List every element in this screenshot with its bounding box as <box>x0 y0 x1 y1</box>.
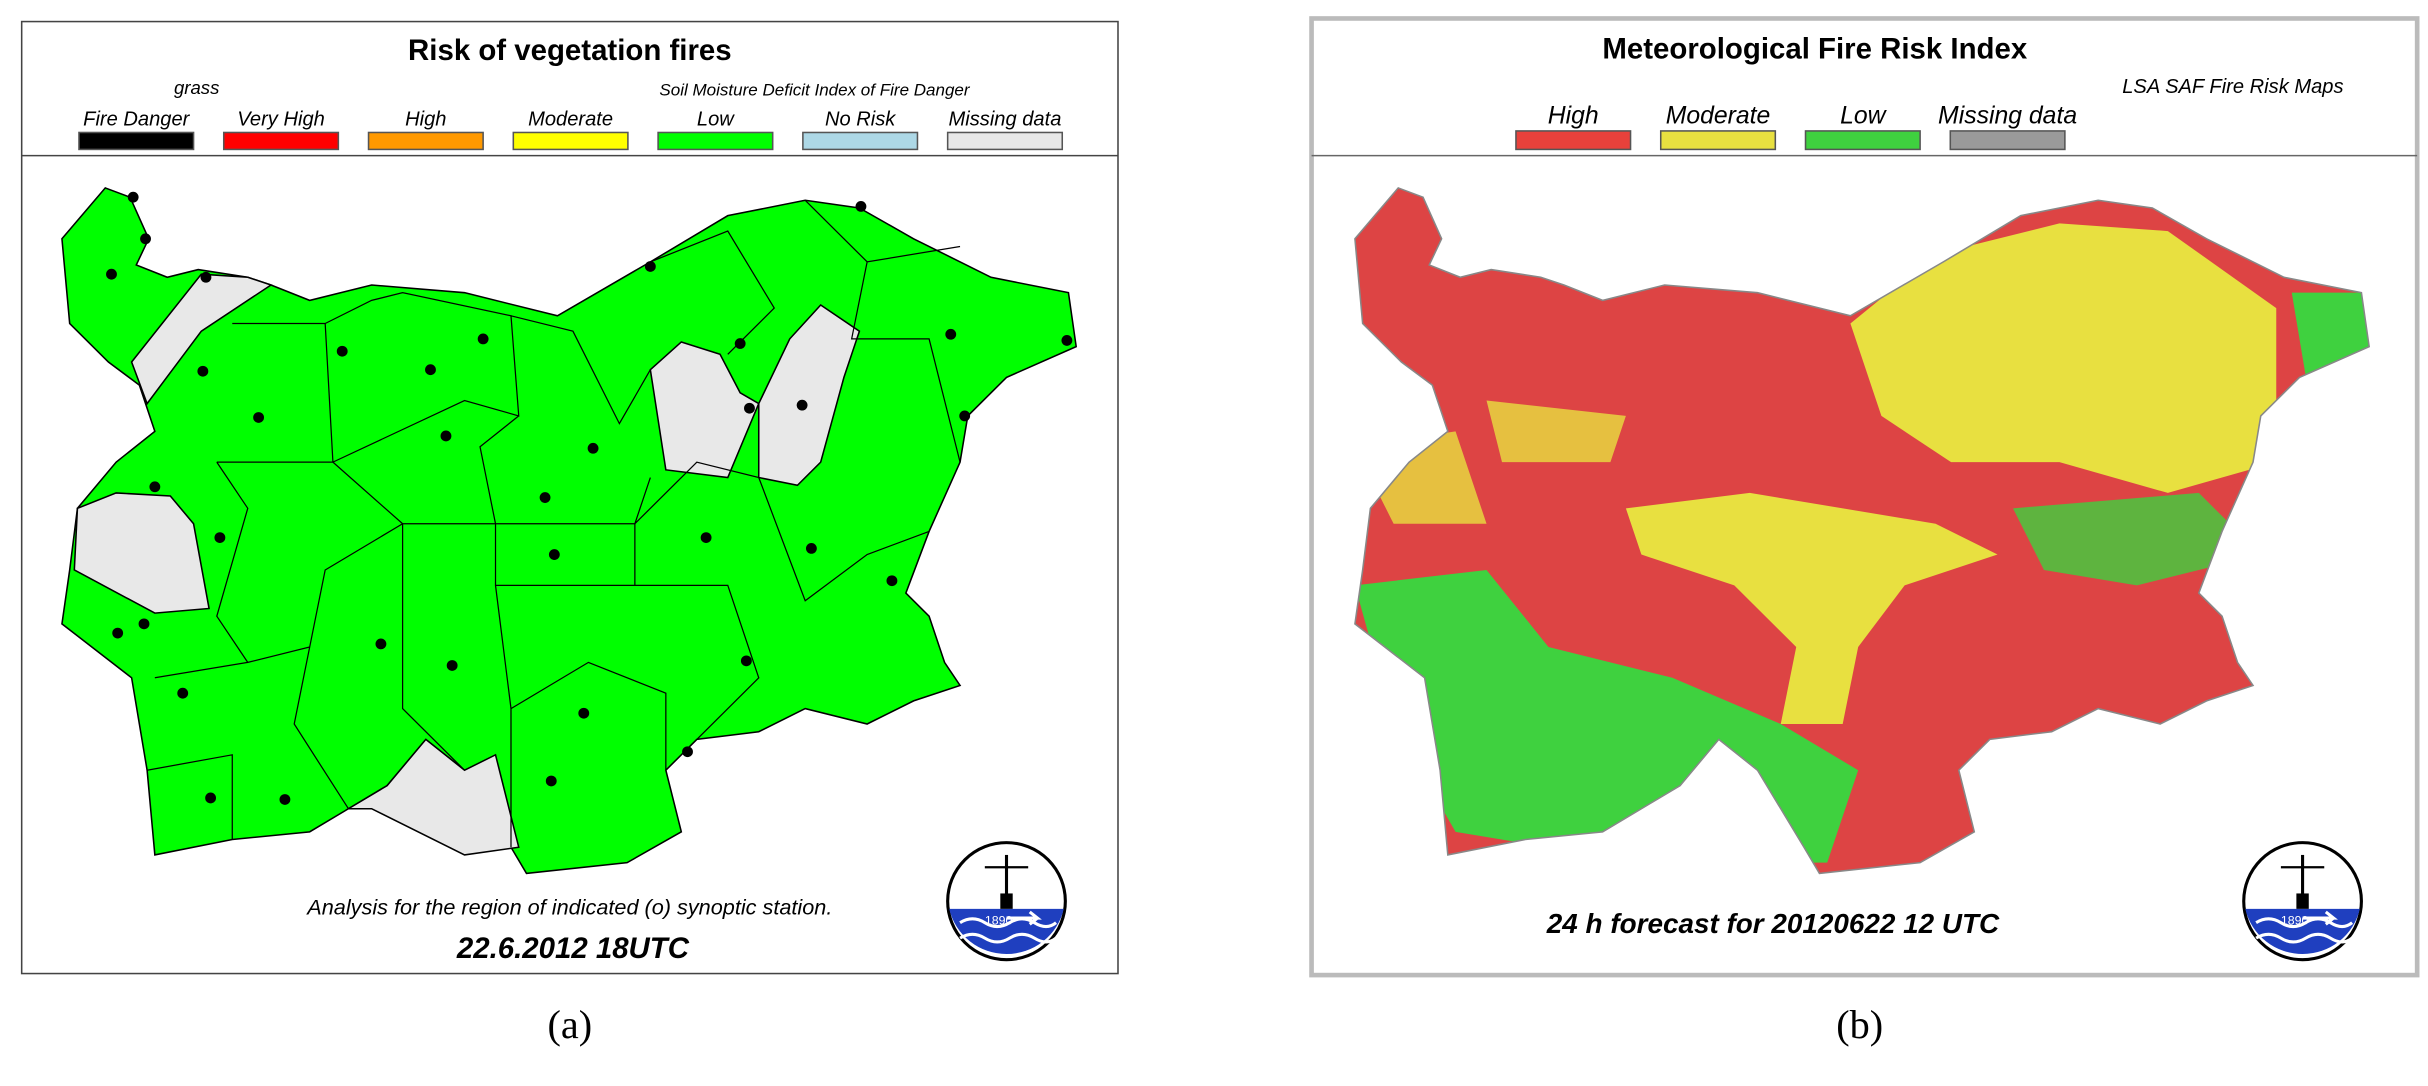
legend-swatch <box>1804 130 1921 151</box>
logo: 1890 <box>946 841 1067 962</box>
panel-label: (a) <box>547 1002 592 1047</box>
legend-label: Missing data <box>948 108 1061 130</box>
logo-text: 1890 <box>985 913 1013 927</box>
legend-label: High <box>405 108 446 130</box>
legend-label: Fire Danger <box>83 108 191 130</box>
caption: Analysis for the region of indicated (o)… <box>305 895 832 920</box>
map <box>61 187 1077 875</box>
legend-swatch <box>802 131 919 151</box>
logo-text: 1890 <box>2281 913 2309 927</box>
legend-note: grass <box>174 77 219 98</box>
panel-label: (b) <box>1836 1002 1883 1047</box>
legend-swatch <box>946 131 1064 151</box>
legend-swatch <box>78 131 195 151</box>
legend-note: LSA SAF Fire Risk Maps <box>2122 76 2343 98</box>
date: 22.6.2012 18UTC <box>456 932 690 965</box>
legend: High Moderate Low Missing data <box>1515 103 2077 151</box>
legend: Fire Danger Very High High Moderate Low No Ri… <box>78 108 1064 151</box>
legend-swatch <box>1949 130 2066 151</box>
logo: 1890 <box>2242 841 2363 962</box>
legend-swatch <box>367 131 484 151</box>
date: 24 h forecast for 20120622 12 UTC <box>1546 908 2000 939</box>
panel-title: Risk of vegetation fires <box>408 34 732 67</box>
legend-swatch <box>1515 130 1632 151</box>
legend-swatch <box>657 131 774 151</box>
legend-label: No Risk <box>825 108 896 130</box>
legend-label: Low <box>697 108 735 130</box>
legend-swatch <box>512 131 629 151</box>
legend-label: Moderate <box>528 108 613 130</box>
legend-note: Soil Moisture Deficit Index of Fire Dang… <box>659 80 970 99</box>
legend-label: Very High <box>237 108 325 130</box>
legend-label: Missing data <box>1938 103 2077 130</box>
legend-label: Moderate <box>1666 103 1771 130</box>
legend-label: High <box>1548 103 1599 130</box>
legend-swatch <box>1659 130 1777 151</box>
legend-label: Low <box>1840 103 1888 130</box>
legend-swatch <box>222 131 340 151</box>
panel-title: Meteorological Fire Risk Index <box>1602 33 2028 66</box>
